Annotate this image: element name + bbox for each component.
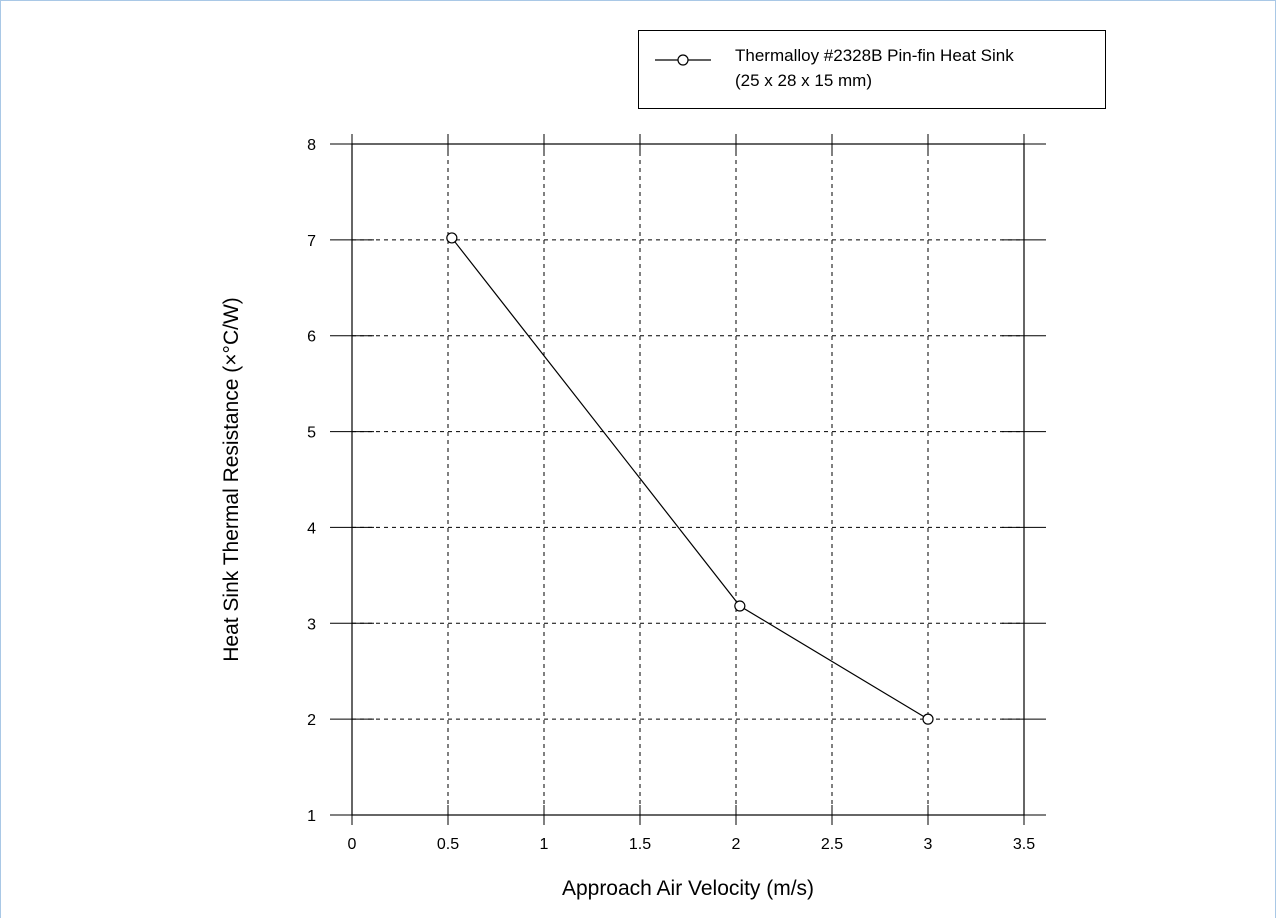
- y-tick-label: 5: [307, 425, 316, 442]
- legend-label-line-2: (25 x 28 x 15 mm): [735, 71, 872, 90]
- x-tick-label: 0.5: [437, 836, 459, 853]
- x-tick-label: 0: [348, 836, 357, 853]
- series-line: [451, 237, 929, 720]
- x-tick-label: 3.5: [1013, 836, 1035, 853]
- y-tick-labels: 1 2 3 4 5 6 7 8: [307, 137, 316, 825]
- data-point: [446, 232, 458, 244]
- x-tick-label: 2.5: [821, 836, 843, 853]
- x-tick-label: 1.5: [629, 836, 651, 853]
- data-point: [734, 600, 746, 612]
- y-tick-label: 1: [307, 808, 316, 825]
- y-tick-label: 4: [307, 520, 316, 537]
- y-tick-label: 7: [307, 233, 316, 250]
- legend-series-marker: [655, 54, 711, 66]
- plot-area-border: [351, 143, 1025, 816]
- x-axis-title: Approach Air Velocity (m/s): [562, 877, 814, 900]
- x-tick-labels: 0 0.5 1 1.5 2 2.5 3 3.5: [348, 836, 1036, 853]
- y-tick-label: 3: [307, 616, 316, 633]
- x-tick-label: 1: [540, 836, 549, 853]
- grid-lines: [352, 144, 1024, 815]
- x-tick-label: 2: [732, 836, 741, 853]
- y-axis-title: Heat Sink Thermal Resistance (×°C/W): [220, 297, 243, 662]
- y-tick-label: 8: [307, 137, 316, 154]
- y-tick-label: 6: [307, 329, 316, 346]
- y-tick-label: 2: [307, 712, 316, 729]
- axis-ticks: [330, 134, 1046, 825]
- x-tick-label: 3: [924, 836, 933, 853]
- chart-legend: Thermalloy #2328B Pin-fin Heat Sink (25 …: [638, 30, 1106, 109]
- legend-label-line-1: Thermalloy #2328B Pin-fin Heat Sink: [735, 46, 1014, 65]
- legend-label: Thermalloy #2328B Pin-fin Heat Sink (25 …: [735, 43, 1014, 93]
- series-layer: [446, 232, 934, 725]
- data-point: [922, 713, 934, 725]
